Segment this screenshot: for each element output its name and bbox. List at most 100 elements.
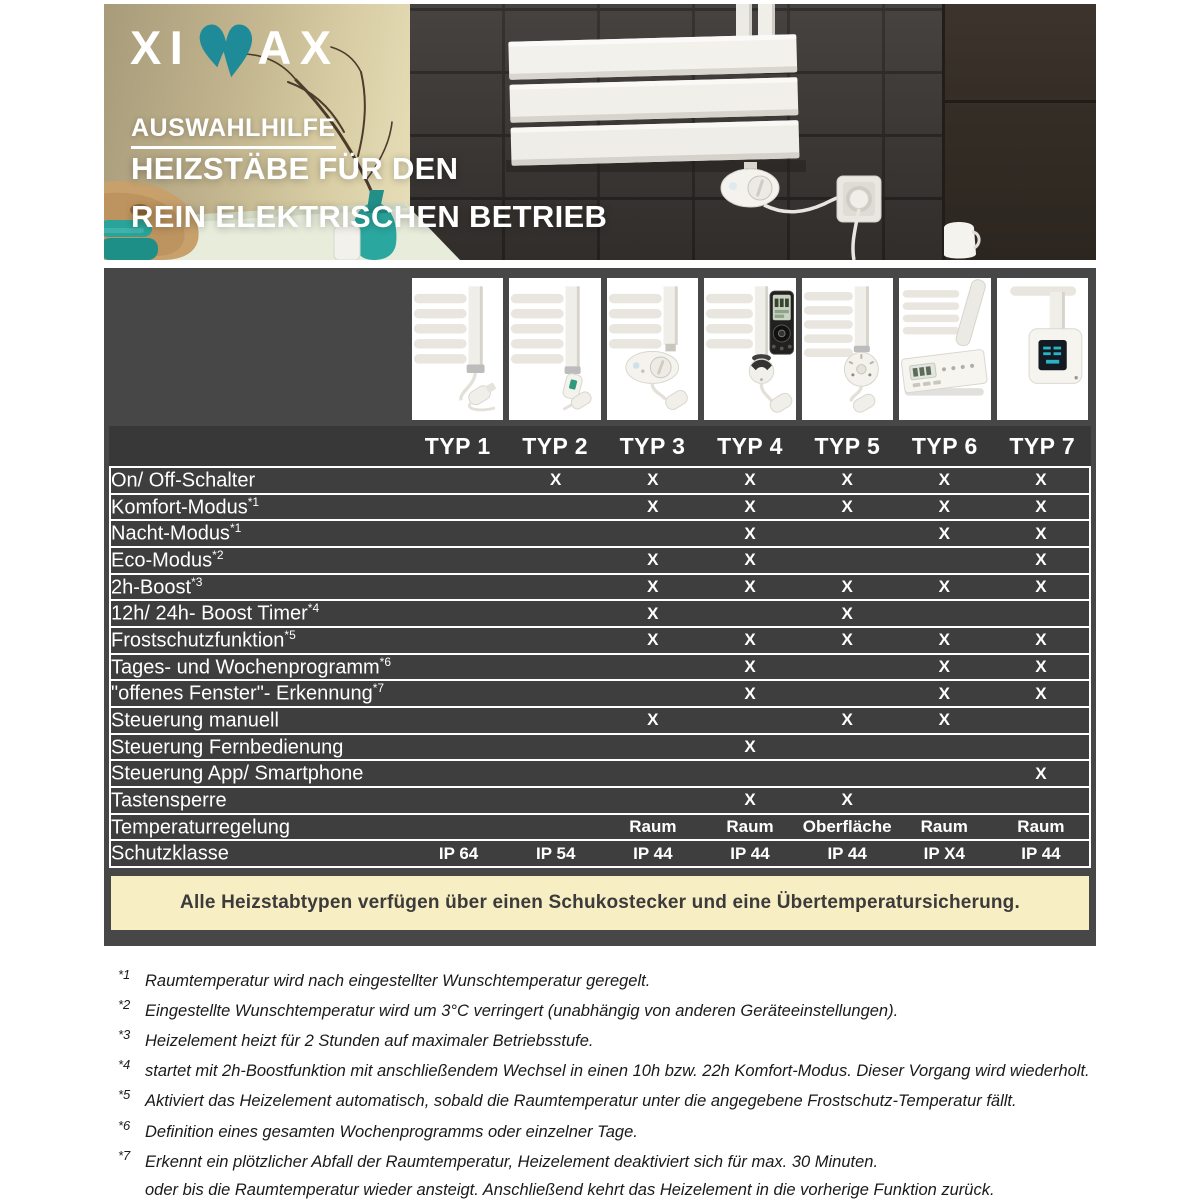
- feature-value: X: [604, 545, 702, 575]
- feature-value: X: [992, 492, 1092, 522]
- footnote: *1 Raumtemperatur wird nach eingestellter…: [118, 967, 1090, 990]
- feature-value: [895, 785, 993, 815]
- feature-value: X: [992, 519, 1092, 548]
- feature-value: X: [701, 466, 799, 495]
- feature-value: [507, 545, 605, 575]
- typ-5-product-image: [801, 278, 894, 420]
- feature-value: [507, 652, 605, 682]
- hero-scene-illustration: [104, 4, 981, 260]
- feature-value: X: [604, 625, 702, 655]
- footnote-marker: *1: [118, 966, 131, 982]
- hero-kicker: AUSWAHLHILFE: [131, 114, 336, 149]
- type-label-typ1: TYP 1: [424, 433, 491, 459]
- feature-value: [507, 572, 605, 602]
- column-typ6: [896, 278, 993, 420]
- feature-value: [798, 759, 896, 788]
- feature-value: [992, 732, 1092, 762]
- logo-text-pre: XI: [130, 20, 192, 74]
- feature-value: Raum: [604, 812, 702, 842]
- table-row: Temperaturregelung Raum Raum Oberfläche Raum…: [109, 812, 1092, 842]
- feature-value: [798, 679, 896, 708]
- feature-value: [410, 492, 508, 522]
- feature-value: [895, 599, 993, 628]
- feature-value: [507, 519, 605, 548]
- feature-value: [604, 652, 702, 682]
- feature-value: [992, 785, 1092, 815]
- feature-label: Frostschutzfunktion*5: [109, 625, 410, 655]
- feature-value: X: [701, 732, 799, 762]
- feature-value: [798, 519, 896, 548]
- footnote: *7 Erkennt ein plötzlicher Abfall der Rau…: [118, 1148, 1090, 1199]
- feature-value: X: [507, 466, 605, 495]
- table-row: Eco-Modus*2 X X X: [109, 545, 1092, 575]
- footnote: *4 startet mit 2h-Boostfunktion mit ansch…: [118, 1058, 1090, 1081]
- footnote: *5 Aktiviert das Heizelement automatisch,…: [118, 1088, 1090, 1111]
- feature-value: X: [604, 492, 702, 522]
- feature-value: X: [895, 705, 993, 735]
- feature-value: [798, 732, 896, 762]
- feature-label: Nacht-Modus*1: [109, 519, 410, 548]
- footnote-text: Eingestellte Wunschtemperatur wird um 3°…: [145, 1001, 899, 1020]
- feature-value: [410, 519, 508, 548]
- feature-value: X: [604, 466, 702, 495]
- typ-4-product-image: [704, 278, 796, 420]
- typ-7-product-image: [996, 278, 1088, 420]
- table-row: Steuerung App/ Smartphone X: [109, 759, 1092, 788]
- feature-value: [410, 705, 508, 735]
- feature-value: X: [895, 679, 993, 708]
- feature-value: [507, 812, 605, 842]
- page-title-line1: HEIZSTÄBE FÜR DEN: [131, 151, 459, 186]
- feature-value: X: [992, 679, 1092, 708]
- feature-value: [410, 732, 508, 762]
- feature-value: X: [701, 652, 799, 682]
- feature-value: [410, 599, 508, 628]
- feature-rows: On/ Off-Schalter X X X X X X Komfort-Modus*1 X X X…: [109, 466, 1092, 868]
- typ-2-product-image: [509, 278, 601, 420]
- column-typ7: [994, 278, 1091, 420]
- feature-value: [507, 732, 605, 762]
- feature-value: [507, 492, 605, 522]
- footnote-marker: *4: [118, 1057, 131, 1073]
- feature-value: [604, 732, 702, 762]
- logo-text-post: AX: [257, 20, 340, 74]
- feature-label: Tastensperre: [109, 785, 410, 815]
- column-typ3: [604, 278, 701, 420]
- type-label-typ4: TYP 4: [717, 433, 783, 459]
- feature-value: IP 64: [410, 839, 508, 868]
- feature-value: [992, 705, 1092, 735]
- feature-value: IP 44: [604, 839, 702, 868]
- footnote-marker: *5: [118, 1087, 131, 1103]
- table-row: Schutzklasse IP 64 IP 54 IP 44 IP 44 IP 44 IP …: [109, 839, 1092, 868]
- feature-value: X: [701, 545, 799, 575]
- feature-value: IP 44: [701, 839, 799, 868]
- ximax-m-icon: [200, 24, 253, 78]
- typ-1-product-image: [412, 278, 504, 420]
- feature-value: X: [604, 705, 702, 735]
- feature-label: "offenes Fenster"- Erkennung*7: [109, 679, 410, 708]
- feature-value: [410, 466, 508, 495]
- feature-value: X: [798, 625, 896, 655]
- feature-value: [604, 679, 702, 708]
- hero-cabinet: [942, 4, 1096, 260]
- type-label-typ2: TYP 2: [522, 433, 589, 459]
- feature-value: [992, 599, 1092, 628]
- feature-value: X: [895, 519, 993, 548]
- feature-value: [507, 705, 605, 735]
- footnotes: *1 Raumtemperatur wird nach eingestellter…: [118, 967, 1090, 1199]
- feature-value: [507, 599, 605, 628]
- footnote-text-line2: oder bis die Raumtemperatur wieder anste…: [145, 1180, 995, 1199]
- feature-value: X: [992, 466, 1092, 495]
- feature-label: Schutzklasse: [109, 839, 410, 868]
- type-label-row: TYP 1 TYP 2 TYP 3 TYP 4 TYP 5 TYP 6 TYP …: [109, 426, 1091, 466]
- footnote-marker: *6: [118, 1117, 131, 1133]
- feature-label: Tages- und Wochenprogramm*6: [109, 652, 410, 682]
- feature-value: X: [798, 572, 896, 602]
- feature-value: X: [992, 572, 1092, 602]
- type-label-typ5: TYP 5: [814, 433, 881, 459]
- feature-value: [507, 785, 605, 815]
- feature-value: [701, 705, 799, 735]
- feature-value: IP 54: [507, 839, 605, 868]
- type-label-typ7: TYP 7: [1009, 433, 1076, 459]
- feature-value: X: [604, 599, 702, 628]
- footnote-text: Heizelement heizt für 2 Stunden auf maxi…: [145, 1032, 594, 1051]
